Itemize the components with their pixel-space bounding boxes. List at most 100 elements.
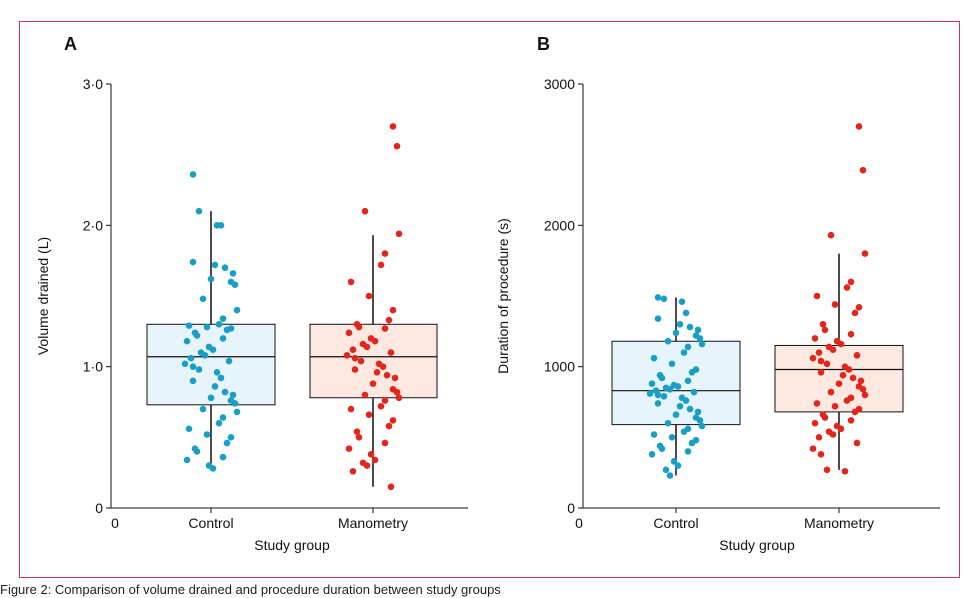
data-point bbox=[185, 425, 193, 433]
data-point bbox=[672, 411, 680, 419]
data-point bbox=[189, 258, 197, 266]
data-point bbox=[217, 222, 225, 229]
data-point bbox=[843, 284, 851, 291]
data-point bbox=[365, 411, 373, 419]
data-point bbox=[829, 346, 837, 354]
data-point bbox=[815, 349, 823, 356]
data-point bbox=[835, 380, 843, 387]
data-point bbox=[849, 374, 857, 382]
data-point bbox=[821, 326, 829, 334]
data-point bbox=[203, 323, 211, 331]
data-point bbox=[815, 434, 823, 441]
data-point bbox=[859, 166, 867, 174]
data-point bbox=[698, 340, 706, 348]
data-point bbox=[851, 408, 859, 416]
data-point bbox=[809, 445, 817, 452]
data-point bbox=[371, 337, 379, 345]
data-point bbox=[823, 360, 831, 368]
data-point bbox=[841, 467, 849, 475]
y-tick-label: 3·0 bbox=[83, 76, 103, 92]
data-point bbox=[654, 391, 662, 399]
data-point bbox=[684, 448, 692, 455]
data-point bbox=[219, 315, 227, 322]
data-point bbox=[385, 316, 393, 324]
data-point bbox=[355, 323, 363, 331]
data-point bbox=[650, 354, 658, 362]
data-point bbox=[223, 326, 231, 334]
data-point bbox=[680, 428, 688, 435]
data-point bbox=[199, 405, 207, 413]
data-point bbox=[393, 142, 401, 150]
data-point bbox=[363, 343, 371, 351]
data-point bbox=[861, 391, 869, 399]
data-point bbox=[847, 417, 855, 424]
data-point bbox=[680, 349, 688, 356]
data-point bbox=[817, 357, 825, 365]
data-point bbox=[831, 301, 839, 308]
data-point bbox=[654, 400, 662, 407]
data-point bbox=[363, 462, 371, 469]
data-point bbox=[381, 439, 389, 447]
data-point bbox=[688, 439, 696, 447]
y-tick-label: 0 bbox=[567, 500, 575, 516]
panel-b: B 0 1000 2000 3000 0 Control Manometry Study gro… bbox=[495, 34, 940, 553]
figure-frame bbox=[19, 21, 960, 578]
data-point bbox=[809, 354, 817, 362]
data-point bbox=[670, 458, 678, 465]
data-point bbox=[650, 431, 658, 438]
panel-label: B bbox=[537, 34, 550, 54]
data-point bbox=[664, 419, 672, 427]
data-point bbox=[694, 408, 702, 416]
data-point bbox=[654, 294, 662, 301]
data-point bbox=[853, 439, 861, 447]
x-tick-label: Manometry bbox=[338, 515, 408, 531]
figure-caption: Figure 2: Comparison of volume drained a… bbox=[0, 582, 501, 597]
data-point bbox=[353, 428, 361, 435]
data-point bbox=[389, 306, 397, 314]
data-point bbox=[221, 388, 229, 396]
data-point bbox=[195, 207, 203, 215]
data-point bbox=[829, 431, 837, 438]
data-point bbox=[811, 419, 819, 427]
data-point bbox=[217, 374, 225, 382]
data-point bbox=[648, 450, 656, 458]
data-point bbox=[688, 369, 696, 376]
x-tick-label: Control bbox=[188, 515, 233, 531]
data-point bbox=[357, 357, 365, 365]
data-point bbox=[361, 207, 369, 215]
data-point bbox=[345, 329, 353, 337]
data-point bbox=[347, 278, 355, 286]
data-point bbox=[209, 465, 217, 472]
iqr-box bbox=[146, 323, 276, 406]
data-point bbox=[385, 422, 393, 430]
data-point bbox=[189, 171, 197, 178]
data-point bbox=[847, 330, 855, 338]
data-point bbox=[676, 402, 684, 410]
data-point bbox=[827, 231, 835, 239]
data-point bbox=[674, 462, 682, 469]
data-point bbox=[690, 388, 698, 396]
data-point bbox=[851, 309, 859, 317]
data-point bbox=[361, 391, 369, 399]
data-point bbox=[369, 380, 377, 387]
data-point bbox=[395, 230, 403, 238]
data-point bbox=[199, 295, 207, 303]
data-point bbox=[393, 388, 401, 396]
data-point bbox=[215, 419, 223, 427]
data-point bbox=[181, 360, 189, 368]
data-point bbox=[658, 374, 666, 382]
data-point bbox=[694, 326, 702, 334]
data-point bbox=[387, 483, 395, 491]
data-point bbox=[183, 456, 191, 464]
data-point bbox=[231, 400, 239, 407]
data-point bbox=[189, 377, 197, 385]
data-point bbox=[233, 408, 241, 416]
data-point bbox=[351, 354, 359, 362]
data-point bbox=[666, 385, 674, 393]
panel-a: A 0 1·0 2·0 3·0 0 Control Manometry Study group V… bbox=[35, 34, 468, 553]
data-point bbox=[187, 354, 195, 362]
data-point bbox=[345, 445, 353, 452]
data-point bbox=[351, 366, 359, 373]
data-point bbox=[668, 434, 676, 441]
x-origin-label: 0 bbox=[575, 515, 583, 531]
